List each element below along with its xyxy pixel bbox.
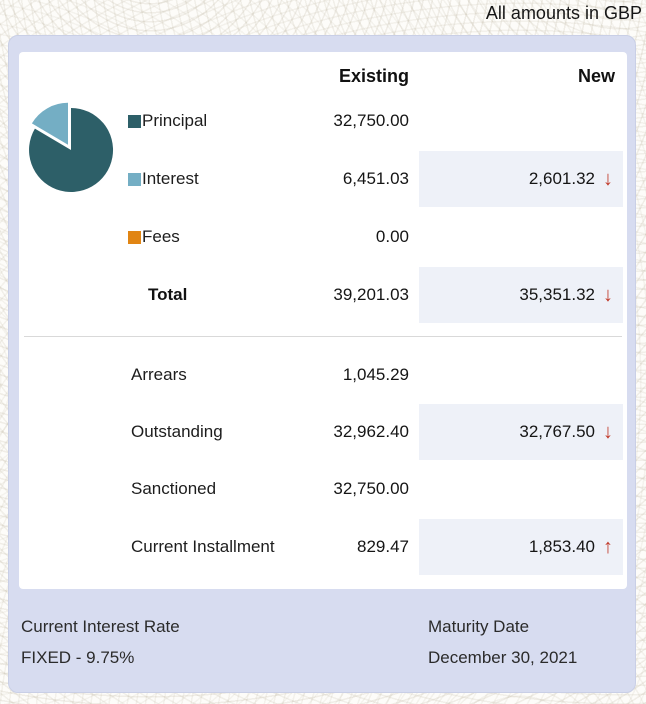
amounts-panel: Existing New Principal 32,750.00 Interes… — [19, 52, 627, 589]
column-header-new: New — [577, 66, 615, 86]
current-interest-rate-block: Current Interest Rate FIXED - 9.75% — [21, 611, 180, 673]
legend-item-fees: Fees — [128, 227, 180, 247]
row-label: Current Installment — [131, 537, 275, 556]
row-label: Sanctioned — [131, 479, 217, 498]
new-value: 32,767.50 — [519, 422, 595, 441]
new-value: 35,351.32 — [519, 285, 595, 304]
maturity-date-label: Maturity Date — [428, 617, 530, 636]
existing-value: 6,451.03 — [342, 169, 409, 188]
existing-value: 32,750.00 — [333, 479, 409, 498]
principal-legend-swatch-icon — [128, 114, 141, 128]
new-value-cell: 35,351.32 ↓ — [419, 267, 623, 323]
table-row-total: Total 39,201.03 35,351.32 ↓ — [19, 266, 627, 324]
new-value: 2,601.32 — [528, 169, 595, 188]
new-value-cell: 32,767.50 ↓ — [419, 404, 623, 460]
maturity-date-block: Maturity Date December 30, 2021 — [428, 611, 577, 673]
section-divider — [24, 336, 622, 337]
table-row: Principal 32,750.00 — [19, 92, 627, 150]
interest-legend-swatch-icon — [128, 172, 141, 186]
decrease-arrow-icon: ↓ — [603, 168, 613, 190]
fees-legend-swatch-icon — [128, 230, 141, 244]
new-value-cell: 1,853.40 ↑ — [419, 519, 623, 575]
new-value: 1,853.40 — [528, 537, 595, 556]
existing-value: 32,962.40 — [333, 422, 409, 441]
table-row: Outstanding 32,962.40 32,767.50 ↓ — [19, 403, 627, 461]
increase-arrow-icon: ↑ — [603, 536, 613, 558]
row-label-total: Total — [148, 285, 188, 304]
column-header-existing: Existing — [338, 66, 409, 86]
current-interest-rate-value: FIXED - 9.75% — [21, 648, 135, 667]
table-row: Fees 0.00 — [19, 208, 627, 266]
amounts-currency-note: All amounts in GBP — [485, 3, 642, 23]
existing-value: 829.47 — [357, 537, 409, 556]
table-row: Arrears 1,045.29 — [19, 346, 627, 404]
existing-value: 39,201.03 — [333, 285, 409, 304]
decrease-arrow-icon: ↓ — [603, 284, 613, 306]
maturity-date-value: December 30, 2021 — [428, 648, 578, 667]
row-label: Interest — [142, 169, 199, 188]
legend-item-interest: Interest — [128, 169, 199, 189]
legend-item-principal: Principal — [128, 111, 207, 131]
table-row: Sanctioned 32,750.00 — [19, 460, 627, 518]
row-label: Outstanding — [131, 422, 223, 441]
decrease-arrow-icon: ↓ — [603, 421, 613, 443]
table-row: Current Installment 829.47 1,853.40 ↑ — [19, 518, 627, 576]
existing-value: 1,045.29 — [342, 365, 409, 384]
pie-slice-principal — [29, 107, 114, 192]
row-label: Fees — [142, 227, 180, 246]
table-row: Interest 6,451.03 2,601.32 ↓ — [19, 150, 627, 208]
pie-slice-interest — [31, 102, 68, 145]
current-interest-rate-label: Current Interest Rate — [21, 617, 180, 636]
existing-value: 0.00 — [375, 227, 409, 246]
row-label: Arrears — [131, 365, 187, 384]
new-value-cell: 2,601.32 ↓ — [419, 151, 623, 207]
loan-summary-card: Existing New Principal 32,750.00 Interes… — [8, 35, 636, 693]
row-label: Principal — [142, 111, 208, 130]
existing-value: 32,750.00 — [333, 111, 409, 130]
principal-interest-fees-pie-chart — [9, 86, 133, 210]
